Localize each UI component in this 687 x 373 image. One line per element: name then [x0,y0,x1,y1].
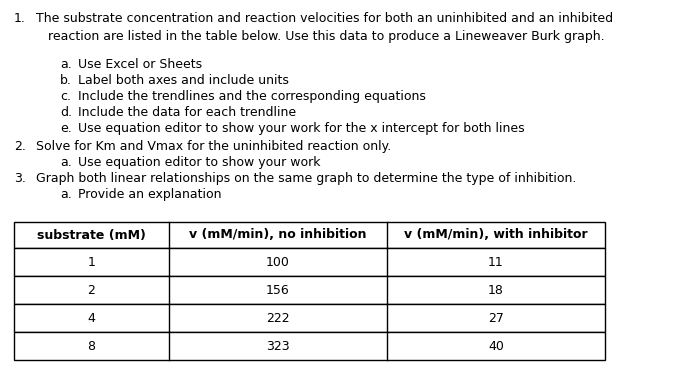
Text: 4: 4 [87,311,95,325]
Text: 1.: 1. [14,12,26,25]
Text: a.: a. [60,58,71,71]
Text: Label both axes and include units: Label both axes and include units [78,74,289,87]
Text: c.: c. [60,90,71,103]
Text: e.: e. [60,122,71,135]
Text: Graph both linear relationships on the same graph to determine the type of inhib: Graph both linear relationships on the s… [36,172,576,185]
Text: 2: 2 [87,283,95,297]
Text: Use equation editor to show your work for the x intercept for both lines: Use equation editor to show your work fo… [78,122,525,135]
Text: 2.: 2. [14,140,26,153]
Text: v (mM/min), no inhibition: v (mM/min), no inhibition [189,229,367,241]
Text: Use equation editor to show your work: Use equation editor to show your work [78,156,321,169]
Text: a.: a. [60,156,71,169]
Text: The substrate concentration and reaction velocities for both an uninhibited and : The substrate concentration and reaction… [36,12,613,43]
Text: 323: 323 [266,339,290,352]
Text: 18: 18 [488,283,504,297]
Bar [14,276,605,304]
Text: v (mM/min), with inhibitor: v (mM/min), with inhibitor [404,229,588,241]
Text: 100: 100 [266,256,290,269]
Bar [14,332,605,360]
Text: substrate (mM): substrate (mM) [37,229,146,241]
Text: 1: 1 [87,256,95,269]
Text: b.: b. [60,74,72,87]
Bar [14,304,605,332]
Text: Use Excel or Sheets: Use Excel or Sheets [78,58,202,71]
Text: 222: 222 [266,311,290,325]
Text: Include the data for each trendline: Include the data for each trendline [78,106,296,119]
Text: d.: d. [60,106,72,119]
Text: 27: 27 [488,311,504,325]
Text: 11: 11 [488,256,504,269]
Text: Include the trendlines and the corresponding equations: Include the trendlines and the correspon… [78,90,426,103]
Text: a.: a. [60,188,71,201]
Bar [14,248,605,276]
Text: 156: 156 [266,283,290,297]
Bar [14,222,605,248]
Text: Solve for Km and Vmax for the uninhibited reaction only.: Solve for Km and Vmax for the uninhibite… [36,140,392,153]
Text: Provide an explanation: Provide an explanation [78,188,221,201]
Text: 40: 40 [488,339,504,352]
Text: 3.: 3. [14,172,26,185]
Text: 8: 8 [87,339,95,352]
